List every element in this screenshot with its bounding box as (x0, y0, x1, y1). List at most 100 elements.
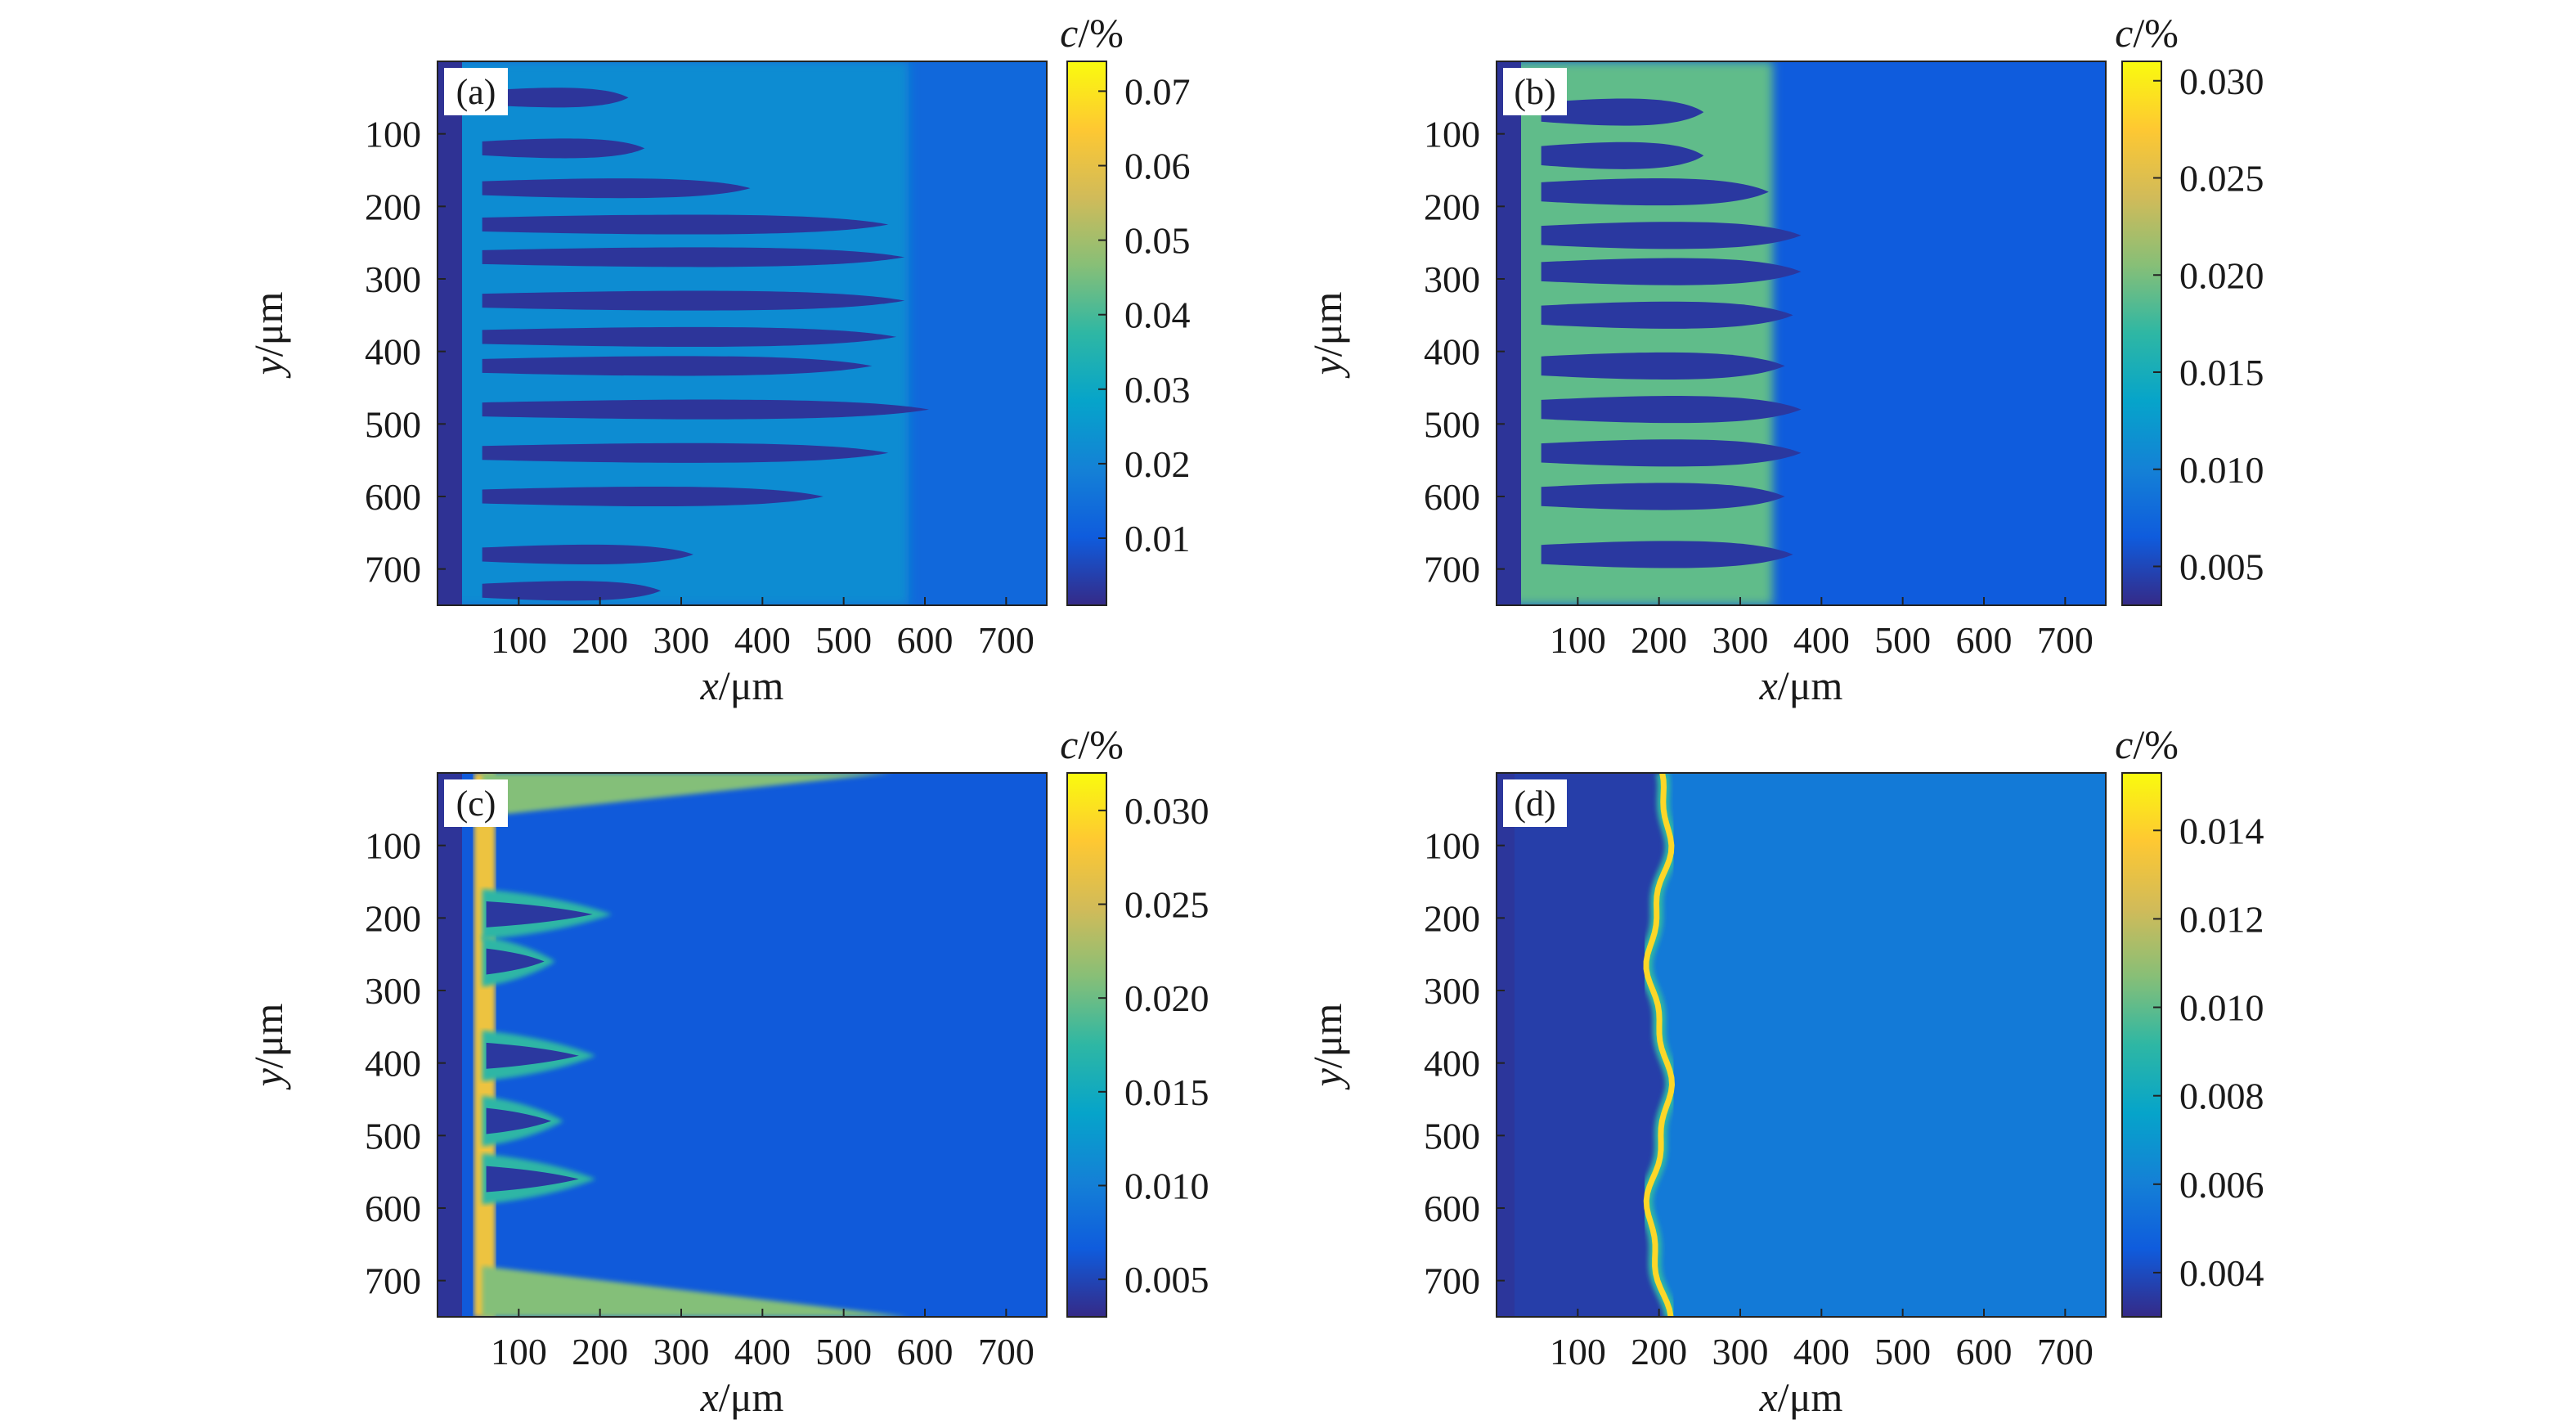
dendrite-arm (1541, 178, 1769, 206)
dendrite-arm (482, 399, 929, 420)
dendrite-arm (482, 544, 693, 564)
colorbar-tick-label: 0.06 (1124, 146, 1191, 187)
colorbar-tick-label: 0.014 (2179, 810, 2264, 851)
x-tick-label: 500 (1874, 1331, 1931, 1372)
x-tick-label: 100 (491, 1331, 547, 1372)
colorbar-label: c/% (2115, 10, 2179, 56)
colorbar-tick-label: 0.010 (2179, 987, 2264, 1029)
heatmap-field-b (1497, 61, 2106, 605)
dendrite-arm (1541, 541, 1793, 568)
panel-label-box (444, 779, 508, 827)
colorbar-tick-label: 0.012 (2179, 898, 2264, 940)
colorbar-tick-label: 0.020 (1124, 977, 1209, 1019)
x-tick-label: 100 (1550, 619, 1606, 661)
colorbar-tick-label: 0.030 (2179, 61, 2264, 102)
axes-frame (1496, 61, 2107, 606)
y-tick-label: 100 (1424, 114, 1480, 155)
colorbar-tick-label: 0.010 (2179, 449, 2264, 491)
x-tick-label: 200 (572, 619, 628, 661)
y-tick-label: 100 (365, 114, 421, 155)
y-tick-label: 500 (365, 1115, 421, 1157)
colorbar-label: c/% (2115, 721, 2179, 767)
edge-band (438, 773, 462, 1317)
colorbar-a: 0.01 0.02 0.03 0.04 0.05 0.06 0.07c/% (1060, 10, 1191, 606)
y-tick-label: 400 (1424, 1043, 1480, 1085)
dendrite-arm (1541, 439, 1802, 467)
y-tick-label: 400 (365, 1043, 421, 1085)
dendrite-arm (482, 290, 905, 311)
dendrite-arm (482, 138, 645, 159)
dendrite-arm (486, 948, 545, 975)
x-axis-label: x/μm (1759, 1374, 1843, 1420)
x-tick-label: 400 (1793, 1331, 1850, 1372)
dendrite-arm (486, 901, 593, 928)
dendrite-arm (482, 442, 889, 463)
panel-label-text: (a) (456, 72, 496, 112)
y-tick-label: 300 (1424, 970, 1480, 1012)
panel-d: (d) 100 200 300 400 500 600 700 100 200 300 400 500 6… (1304, 721, 2264, 1420)
x-tick-label: 200 (1631, 1331, 1687, 1372)
dendrite-arm (1541, 483, 1785, 510)
panel-label-text: (b) (1514, 72, 1555, 112)
solidification-front (1643, 773, 1676, 1317)
edge-band (1497, 773, 1515, 1317)
panel-a: (a) 100 200 300 400 500 600 700 100 200 300 400 500 6… (245, 10, 1191, 708)
axes-frame (1496, 772, 2107, 1318)
colorbar-tick-label: 0.006 (2179, 1164, 2264, 1206)
x-tick-label: 100 (1550, 1331, 1606, 1372)
y-tick-label: 600 (365, 1188, 421, 1229)
heatmap-field-a (438, 61, 1047, 605)
x-tick-label: 600 (1956, 619, 2013, 661)
dendrite-arm (482, 581, 662, 601)
colorbar-tick-label: 0.005 (1124, 1259, 1209, 1300)
panel-c: (c) 100 200 300 400 500 600 700 100 200 300 400 500 6… (245, 721, 1209, 1420)
colorbar-d: 0.004 0.006 0.008 0.010 0.012 0.014 c/% (2115, 721, 2264, 1318)
y-axis-label: y/μm (1304, 1003, 1350, 1090)
enriched-top (482, 773, 893, 817)
panel-label-box (1503, 779, 1567, 827)
x-tick-label: 600 (897, 619, 954, 661)
x-tick-label: 700 (2037, 619, 2094, 661)
colorbar-tick-label: 0.04 (1124, 294, 1191, 336)
panel-b: (b) 100 200 300 400 500 600 700 100 200 300 400 500 6… (1304, 10, 2264, 708)
dendrite-arm (486, 1166, 579, 1193)
x-tick-label: 600 (897, 1331, 954, 1372)
y-tick-label: 200 (365, 897, 421, 939)
colorbar-gradient (2121, 772, 2162, 1318)
heatmap-field-d (1497, 773, 2106, 1317)
colorbar-tick-label: 0.02 (1124, 443, 1191, 485)
panel-label-b: (b) (1503, 68, 1567, 115)
colorbar-tick-label: 0.015 (1124, 1071, 1209, 1113)
dendrite-arm (1541, 142, 1704, 169)
edge-band (1497, 61, 1521, 605)
dendrite-arm (486, 1107, 552, 1134)
colorbar-tick-label: 0.07 (1124, 70, 1191, 112)
x-tick-label: 500 (815, 1331, 872, 1372)
enriched-bottom (482, 1265, 909, 1317)
dendrite-arm (1541, 396, 1802, 424)
y-axis-label: y/μm (245, 291, 291, 379)
colorbar-tick-label: 0.004 (2179, 1252, 2264, 1294)
panel-label-a: (a) (444, 68, 508, 115)
dendrite-arm (1541, 98, 1704, 126)
panel-label-box (1503, 68, 1567, 115)
edge-band (438, 61, 462, 605)
colorbar-tick-label: 0.010 (1124, 1165, 1209, 1206)
colorbar-tick-label: 0.030 (1124, 790, 1209, 832)
x-tick-label: 400 (734, 1331, 791, 1372)
colorbar-tick-label: 0.03 (1124, 369, 1191, 411)
panel-label-text: (d) (1514, 784, 1555, 824)
y-tick-label: 100 (365, 825, 421, 867)
colorbar-tick-label: 0.008 (2179, 1076, 2264, 1117)
y-tick-label: 400 (365, 331, 421, 373)
x-tick-label: 200 (1631, 619, 1687, 661)
x-axis-label: x/μm (700, 1374, 784, 1420)
x-axis-label: x/μm (1759, 663, 1843, 708)
dendrite-arm (482, 178, 751, 199)
y-tick-label: 300 (365, 258, 421, 300)
y-tick-label: 100 (1424, 825, 1480, 867)
colorbar-tick-label: 0.025 (2179, 158, 2264, 200)
x-tick-label: 700 (978, 619, 1034, 661)
